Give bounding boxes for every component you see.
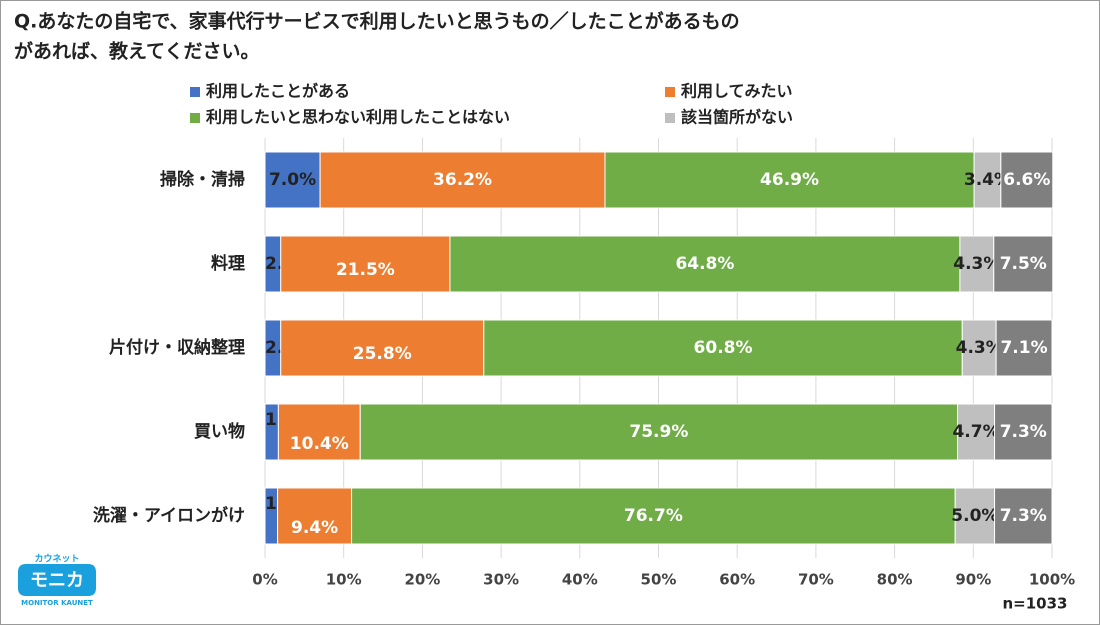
data-label: 6.6%	[1003, 170, 1050, 190]
y-tick-label: 料理	[211, 253, 245, 274]
chart-title: があれば、教えてください。	[14, 40, 259, 63]
legend-swatch	[190, 87, 200, 97]
x-tick-label: 50%	[641, 571, 677, 589]
y-tick-label: 洗濯・アイロンがけ	[93, 505, 245, 526]
data-label: 5.0%	[951, 506, 998, 526]
bar-segment	[954, 487, 996, 545]
data-label: 60.8%	[694, 338, 753, 358]
legend-label: 利用したことがある	[206, 82, 350, 101]
data-label: 7.0%	[269, 170, 316, 190]
data-label: 10.4%	[290, 434, 349, 454]
data-label: 21.5%	[336, 260, 395, 280]
y-tick-label: 買い物	[194, 421, 245, 442]
bar-segment	[277, 403, 361, 461]
x-tick-label: 30%	[483, 571, 519, 589]
y-tick-label: 掃除・清掃	[160, 169, 245, 190]
logo-text: カウネット	[34, 554, 79, 565]
bar-segment	[957, 403, 996, 461]
bar-segment	[604, 151, 975, 209]
bar-segment	[1000, 151, 1054, 209]
data-label: 9.4%	[291, 518, 338, 538]
legend-swatch	[190, 113, 200, 123]
x-tick-label: 20%	[404, 571, 440, 589]
bar-segment	[994, 403, 1053, 461]
bar-segment	[277, 487, 353, 545]
x-tick-label: 10%	[326, 571, 362, 589]
data-label: 64.8%	[675, 254, 734, 274]
data-label: 7.3%	[1000, 422, 1047, 442]
data-label: 75.9%	[629, 422, 688, 442]
legend-swatch	[665, 87, 675, 97]
data-label: 4.3%	[953, 254, 1000, 274]
data-label: 3.4%	[964, 170, 1011, 190]
bar-segment	[961, 319, 997, 377]
bar-segment	[959, 235, 995, 293]
data-label: 7.3%	[1000, 506, 1047, 526]
data-label: 4.7%	[952, 422, 999, 442]
legend-swatch	[665, 113, 675, 123]
x-tick-label: 70%	[798, 571, 834, 589]
y-tick-label: 片付け・収納整理	[109, 337, 245, 358]
bar-segment	[973, 151, 1002, 209]
data-label: 36.2%	[433, 170, 492, 190]
data-label: 76.7%	[624, 506, 683, 526]
legend-label: 該当箇所がない	[681, 108, 793, 127]
x-tick-label: 40%	[562, 571, 598, 589]
data-label: 4.3%	[956, 338, 1003, 358]
logo-text: MONITOR KAUNET	[21, 599, 93, 607]
data-label: 7.5%	[1000, 254, 1047, 274]
x-tick-label: 60%	[719, 571, 755, 589]
legend-label: 利用してみたい	[681, 82, 793, 101]
x-tick-label: 100%	[1029, 571, 1075, 589]
x-tick-label: 80%	[877, 571, 913, 589]
bar-segment	[483, 319, 963, 377]
logo-badge	[18, 564, 96, 596]
data-label: 46.9%	[760, 170, 819, 190]
bar-segment	[359, 403, 959, 461]
data-label: 25.8%	[353, 344, 412, 364]
annotation: n=1033	[1003, 595, 1068, 613]
logo-text: モニカ	[30, 570, 84, 591]
bar-segment	[993, 235, 1054, 293]
bar-segment	[449, 235, 961, 293]
chart-title: Q.あなたの自宅で、家事代行サービスで利用したいと思うもの／したことがあるもの	[14, 10, 740, 33]
x-tick-label: 0%	[252, 571, 277, 589]
x-tick-label: 90%	[955, 571, 991, 589]
bar-segment	[351, 487, 956, 545]
legend-label: 利用したいと思わない利用したことはない	[206, 108, 510, 127]
data-label: 7.1%	[1000, 338, 1047, 358]
bar-segment	[995, 319, 1053, 377]
bar-segment	[319, 151, 606, 209]
bar-segment	[280, 235, 451, 293]
logo: カウネット モニカ MONITOR KAUNET	[18, 554, 96, 607]
bar-segment	[994, 487, 1053, 545]
